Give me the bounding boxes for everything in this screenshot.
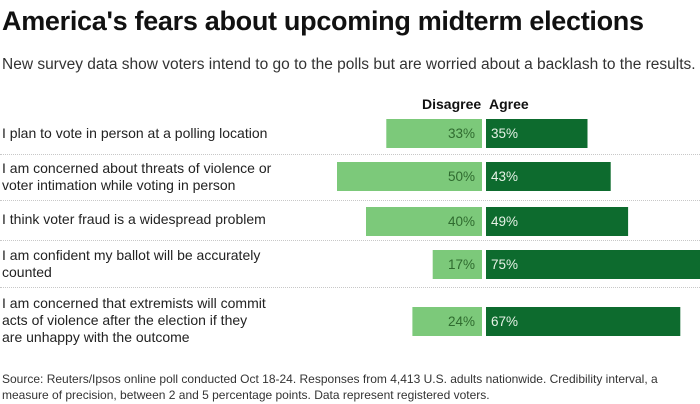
row-label-extremists-violence: I am concerned that extremists will comm… [2,295,266,345]
data-label-disagree: 40% [448,214,475,229]
bar-disagree [432,250,482,279]
row-separator [0,154,700,155]
data-label-disagree: 17% [448,257,475,272]
bar-disagree [366,207,482,236]
bar-agree [486,250,700,279]
bar-disagree [337,162,482,191]
column-header-agree: Agree [489,96,529,112]
bar-disagree [386,119,482,148]
source-note: Source: Reuters/Ipsos online poll conduc… [2,372,658,402]
data-label-agree: 75% [491,257,518,272]
bar-agree [486,207,629,236]
row-label-vote-in-person: I plan to vote in person at a polling lo… [2,125,268,141]
bar-agree [486,162,611,191]
row-label-threats-of-violence: I am concerned about threats of violence… [2,160,272,193]
data-label-agree: 49% [491,214,518,229]
row-separator [0,200,700,201]
data-label-disagree: 24% [448,314,475,329]
data-label-agree: 43% [491,169,518,184]
bar-disagree [412,307,482,336]
chart-subtitle: New survey data show voters intend to go… [2,56,696,73]
data-label-disagree: 50% [448,169,475,184]
column-header-disagree: Disagree [422,96,482,112]
bar-agree [486,307,681,336]
chart-title: America's fears about upcoming midterm e… [2,6,644,36]
row-label-ballot-counted: I am confident my ballot will be accurat… [2,247,261,280]
data-label-disagree: 33% [448,126,475,141]
bar-agree [486,119,588,148]
data-label-agree: 67% [491,314,518,329]
row-label-voter-fraud: I think voter fraud is a widespread prob… [2,211,266,227]
row-separator [0,287,700,288]
row-separator [0,240,700,241]
data-label-agree: 35% [491,126,518,141]
